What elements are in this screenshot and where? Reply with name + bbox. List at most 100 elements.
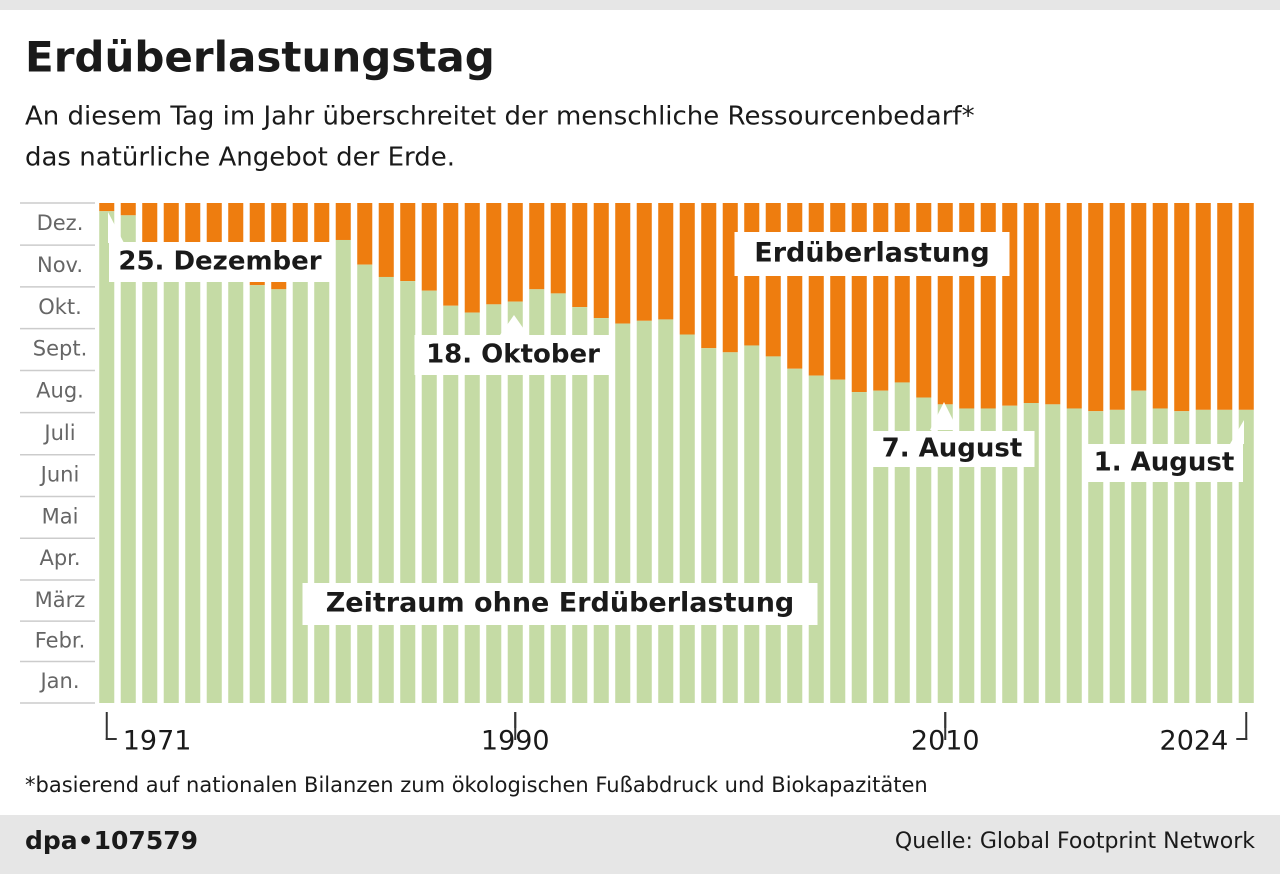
bar [1238, 409, 1254, 703]
bar [378, 276, 394, 703]
y-tick-label: Juli [42, 421, 75, 445]
bar [1023, 403, 1039, 703]
y-tick-label: Okt. [38, 295, 82, 319]
bar [1045, 404, 1061, 703]
footer-band [0, 815, 1280, 874]
y-tick-label: Apr. [39, 546, 80, 570]
bar [916, 397, 932, 703]
bar [658, 319, 674, 703]
y-tick-label: Febr. [35, 628, 86, 652]
overshoot-bar [1238, 203, 1254, 410]
bar [335, 239, 351, 703]
bar [292, 270, 308, 703]
bar [228, 267, 244, 703]
y-tick-label: Sept. [33, 337, 88, 361]
baseline-label-box [302, 583, 818, 625]
bar [163, 242, 179, 704]
bar [701, 348, 717, 703]
x-tick-label: 1971 [123, 726, 192, 757]
annotation-pointer [1230, 420, 1244, 444]
overshoot-bar [765, 203, 781, 357]
footnote: *basierend auf nationalen Bilanzen zum ö… [25, 773, 928, 797]
bar [1002, 405, 1018, 703]
overshoot-bar [1045, 203, 1061, 405]
y-tick-label: Mai [42, 504, 79, 528]
overshoot-label-box [734, 232, 1010, 276]
chart-subtitle: das natürliche Angebot der Erde. [25, 143, 455, 173]
overshoot-bar [1195, 203, 1211, 410]
bar [1217, 409, 1233, 703]
overshoot-bar [787, 203, 803, 369]
y-tick-label: Jan. [38, 669, 79, 693]
overshoot-bar [486, 203, 502, 305]
baseline-label: Zeitraum ohne Erdüberlastung [326, 588, 795, 619]
overshoot-bar [636, 203, 652, 321]
annotation: 18. Oktober [426, 340, 600, 370]
bar [959, 408, 975, 703]
overshoot-bar [99, 203, 115, 212]
bar [1174, 411, 1190, 703]
overshoot-bar [421, 203, 437, 291]
annotation: 25. Dezember [118, 247, 321, 277]
x-tick-label: 1990 [481, 726, 550, 757]
overshoot-bar [658, 203, 674, 320]
bar [615, 323, 631, 703]
annotation-box [869, 431, 1035, 467]
annotation-box [109, 242, 331, 282]
overshoot-bar [722, 203, 738, 353]
bar [120, 215, 136, 703]
bar [937, 404, 953, 703]
bar [830, 379, 846, 703]
overshoot-bar [163, 203, 179, 243]
overshoot-bar [1152, 203, 1168, 409]
bar [357, 264, 373, 703]
bar [206, 260, 222, 703]
credit: dpa•107579 [25, 826, 198, 855]
bar [894, 382, 910, 703]
bar [99, 211, 115, 703]
overshoot-bar [1131, 203, 1147, 391]
overshoot-bar [873, 203, 889, 391]
bar [1195, 409, 1211, 703]
bar [1109, 409, 1125, 703]
y-tick-label: März [35, 588, 86, 612]
overshoot-bar [851, 203, 867, 393]
overshoot-bar [572, 203, 588, 308]
bar [636, 320, 652, 703]
annotation-pointer [108, 212, 124, 243]
overshoot-bar [443, 203, 459, 306]
bar [980, 408, 996, 703]
overshoot-bar [615, 203, 631, 324]
overshoot-bar [593, 203, 609, 319]
overshoot-bar [357, 203, 373, 265]
bar [1152, 408, 1168, 703]
bar [314, 245, 330, 703]
bar [851, 392, 867, 703]
chart-subtitle: An diesem Tag im Jahr überschreitet der … [25, 102, 975, 132]
y-tick-label: Aug. [36, 378, 84, 402]
bar [722, 352, 738, 703]
bar [808, 375, 824, 703]
bar [744, 345, 760, 703]
annotation-pointer [930, 402, 958, 430]
overshoot-bar [1109, 203, 1125, 410]
y-tick-label: Dez. [37, 211, 84, 235]
overshoot-bar [378, 203, 394, 277]
bar [249, 285, 265, 703]
overshoot-bar [314, 203, 330, 246]
overshoot-bar [894, 203, 910, 383]
overshoot-bar [120, 203, 136, 216]
bar [679, 334, 695, 703]
overshoot-bar [507, 203, 523, 302]
bar [142, 245, 158, 703]
overshoot-bar [142, 203, 158, 246]
overshoot-bar [335, 203, 351, 240]
overshoot-bar [185, 203, 201, 251]
overshoot-bar [1066, 203, 1082, 409]
y-tick-label: Juni [39, 463, 80, 487]
bar [1066, 408, 1082, 703]
source: Quelle: Global Footprint Network [895, 829, 1255, 854]
y-tick-label: Nov. [37, 253, 83, 277]
annotation: 1. August [1094, 448, 1235, 478]
